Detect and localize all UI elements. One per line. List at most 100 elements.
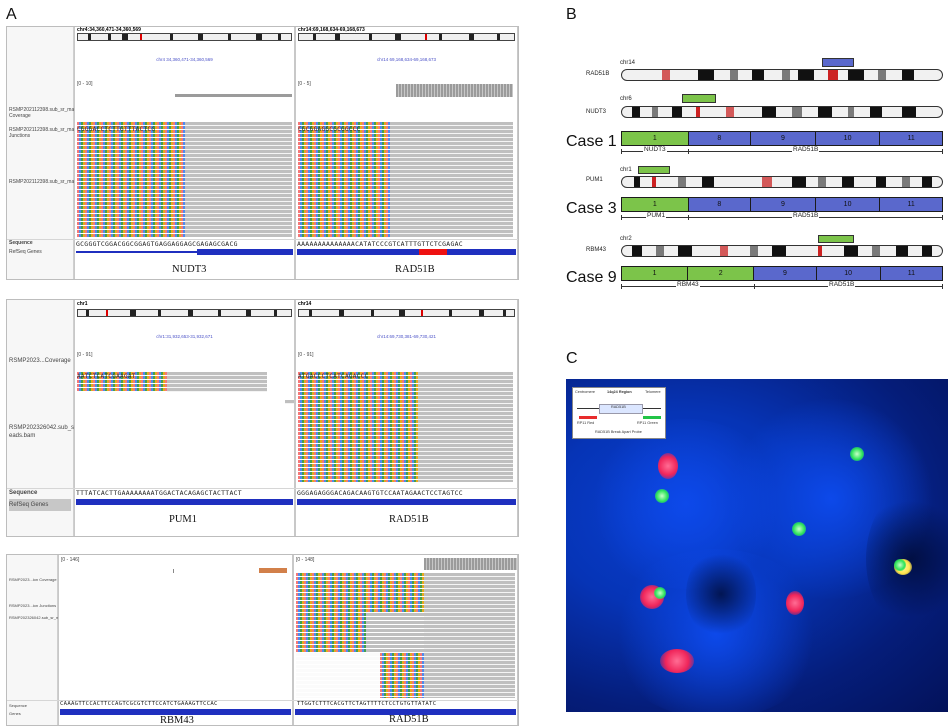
track-label-bam: RSMP202112398.sub_sr_mask.bam (9, 179, 91, 185)
region-left: chr4:34,360,471-34,360,569 chr4 34,360,4… (74, 27, 295, 279)
reference-sequence-right: TTGGTCTTTCACGTTCTAGTTTTCTCCTGTGTTATATC (297, 701, 437, 707)
region-title: chr14:69,168,634-69,168,673 (298, 27, 365, 33)
gene-label-right: RAD51B (389, 714, 429, 725)
exon: 1 (622, 198, 689, 211)
coverage-scale: [0 - 148] (296, 557, 315, 563)
refgene-feature-right (297, 249, 516, 255)
refgene-feature-right (295, 709, 516, 715)
gene-row-label: PUM1 (586, 177, 603, 183)
region-title: chr1 (77, 301, 88, 307)
coverage-histogram (175, 94, 292, 97)
exon: 10 (816, 267, 881, 280)
track-label-coverage: RSMP202112398.sub_sr_mask.bam Coverage (9, 107, 91, 119)
gene-locus-box (822, 58, 854, 67)
red-signal (660, 649, 694, 673)
chrom-label: chr2 (620, 236, 632, 242)
region-title: chr4:34,360,471-34,360,569 (77, 27, 141, 33)
red-signal (658, 453, 678, 479)
locus-text: chr1:31,932,653-31,932,671 (156, 334, 213, 339)
green-signal (792, 522, 806, 536)
exon: 1 (622, 132, 689, 145)
locus-text: chr14:69,730,381-69,730,421 (376, 334, 437, 339)
chrom-label: chr1 (620, 167, 632, 173)
gene-label-left: PUM1 (169, 514, 198, 525)
fusion-transcript: 1 8 9 10 11 (621, 131, 943, 146)
target-label: RAD51B (828, 281, 856, 288)
case-label: Case 9 (566, 269, 617, 286)
chrom-label: chr6 (620, 96, 632, 102)
igv-block-rbm43-rad51b: RSMP2023...ion Coverage RSMP2023...ion J… (6, 554, 519, 726)
exon: 2 (688, 267, 755, 280)
track-label-coverage: RSMP2023...ion Coverage (9, 577, 57, 582)
gene-label-right: RAD51B (389, 514, 429, 525)
inset-gene: RAD51B (611, 405, 626, 409)
exon: 9 (751, 132, 816, 145)
chromosome-ideogram (77, 33, 292, 41)
track-label-bam: RSMP202326042.sub_sr_mask (9, 615, 66, 620)
inset-title: 14q24 Region (607, 390, 632, 394)
inset-centromere: Centromere (575, 390, 596, 394)
chromosome-ideogram (621, 69, 943, 81)
target-label: RAD51B (792, 146, 820, 153)
inset-caption: RAD51B Break Apart Probe (595, 430, 642, 434)
green-signal (894, 559, 906, 571)
fusion-schematic: chr14 RAD51B chr6 NUDT3 Case 1 1 8 9 10 … (566, 28, 948, 308)
refseq-track-label: Genes (9, 711, 21, 716)
gene-locus-box (638, 166, 670, 174)
refgene-highlight (419, 249, 447, 255)
fusion-transcript: 1 8 9 10 11 (621, 197, 943, 212)
green-signal (655, 489, 669, 503)
coverage-scale: [0 - 146] (61, 557, 80, 563)
region-right: chr14:69,168,634-69,168,673 chr14 69,168… (295, 27, 518, 279)
refgene-feature-left (197, 249, 293, 255)
exon: 9 (754, 267, 817, 280)
target-label: RAD51B (792, 212, 820, 219)
sequence-track-label: Sequence (9, 703, 28, 708)
refgene-feature-left (60, 709, 291, 715)
refgene-feature-right (297, 499, 516, 505)
coverage-histogram (396, 84, 513, 97)
read-row-gaps (77, 122, 185, 237)
chromosome-ideogram (621, 176, 943, 188)
locus-text: chr14 69,168,634-69,168,673 (376, 57, 437, 62)
reference-sequence-left: CAAAGTTCCACTTCCAGTCGCGTCTTCCATCTGAAAGTTC… (60, 701, 218, 707)
chrom-label: chr14 (620, 60, 636, 66)
green-signal (850, 447, 864, 461)
gene-row-label: RAD51B (586, 71, 610, 77)
inset-probe-right: RP11 Green (637, 421, 658, 425)
partner-label: RBM43 (676, 281, 700, 288)
refgene-feature-left (76, 499, 293, 505)
region-title: chr14 (298, 301, 312, 307)
fish-micrograph: 14q24 Region Centromere Telomere RAD51B … (566, 379, 948, 712)
reference-sequence-right: GGGAGAGGGACAGACAAGTGTCCAATAGAACTCCTAGTCC (297, 489, 463, 497)
panel-a-letter: A (6, 6, 17, 23)
chromosome-ideogram (298, 33, 515, 41)
track-label-junctions: RSMP202112398.sub_sr_mask.bam Junctions (9, 127, 91, 139)
coverage-histogram (424, 558, 517, 570)
igv-block-pum1-rad51b: RSMP2023...Coverage RSMP202326042.sub_s … (6, 299, 519, 537)
exon: 10 (815, 198, 881, 211)
read-sequence: CGGGACCTCTTGTTTACTCG (77, 126, 156, 133)
fusion-transcript: 1 2 9 10 11 (621, 266, 943, 281)
exon: 8 (688, 198, 752, 211)
sequence-track-label: Sequence (9, 490, 38, 496)
coverage-histogram (259, 568, 287, 573)
exon: 1 (622, 267, 689, 280)
red-signal (786, 591, 804, 615)
coverage-scale: [0 - 91] (77, 352, 93, 358)
exon: 8 (688, 132, 752, 145)
chromosome-ideogram (621, 245, 943, 257)
gene-label-left: NUDT3 (172, 264, 207, 275)
exon: 10 (815, 132, 881, 145)
reference-sequence-right: AAAAAAAAAAAAAACATATCCCGTCATTTGTTCTCGAGAC (297, 240, 463, 248)
refseq-track-label: RefSeq Genes (9, 499, 71, 511)
probe-schematic-inset: 14q24 Region Centromere Telomere RAD51B … (572, 387, 666, 439)
panel-c-letter: C (566, 350, 578, 367)
green-signal (654, 587, 666, 599)
read-sequence: CGCGGAGGCGCGGCCC (298, 126, 361, 133)
chromosome-ideogram (621, 106, 943, 118)
coverage-scale: [0 - 5] (298, 81, 311, 87)
partner-label: PUM1 (646, 212, 667, 219)
inset-telomere: Telomere (645, 390, 661, 394)
read-row-gaps (298, 122, 390, 237)
